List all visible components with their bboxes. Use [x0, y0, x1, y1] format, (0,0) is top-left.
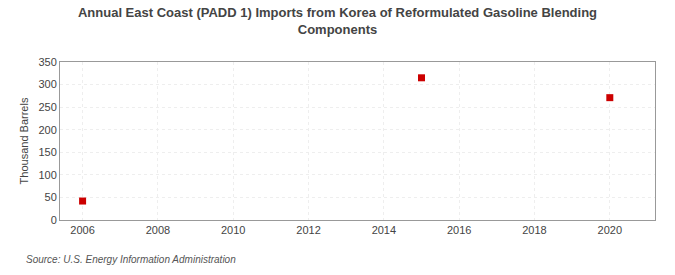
svg-text:2018: 2018 [522, 224, 546, 236]
svg-text:2020: 2020 [598, 224, 622, 236]
svg-text:250: 250 [38, 101, 56, 113]
svg-text:200: 200 [38, 124, 56, 136]
svg-text:350: 350 [38, 56, 56, 68]
svg-text:Thousand Barrels: Thousand Barrels [18, 97, 30, 184]
svg-text:2014: 2014 [372, 224, 396, 236]
svg-text:2010: 2010 [221, 224, 245, 236]
svg-text:2012: 2012 [296, 224, 320, 236]
svg-text:2006: 2006 [70, 224, 94, 236]
svg-text:0: 0 [51, 214, 57, 226]
svg-text:2008: 2008 [146, 224, 170, 236]
svg-text:2016: 2016 [447, 224, 471, 236]
svg-text:150: 150 [38, 146, 56, 158]
svg-text:Annual East Coast (PADD 1) Imp: Annual East Coast (PADD 1) Imports from … [78, 5, 597, 37]
svg-text:300: 300 [38, 78, 56, 90]
svg-text:50: 50 [45, 191, 57, 203]
svg-text:Source: U.S. Energy Informatio: Source: U.S. Energy Information Administ… [26, 254, 236, 265]
svg-text:100: 100 [38, 169, 56, 181]
